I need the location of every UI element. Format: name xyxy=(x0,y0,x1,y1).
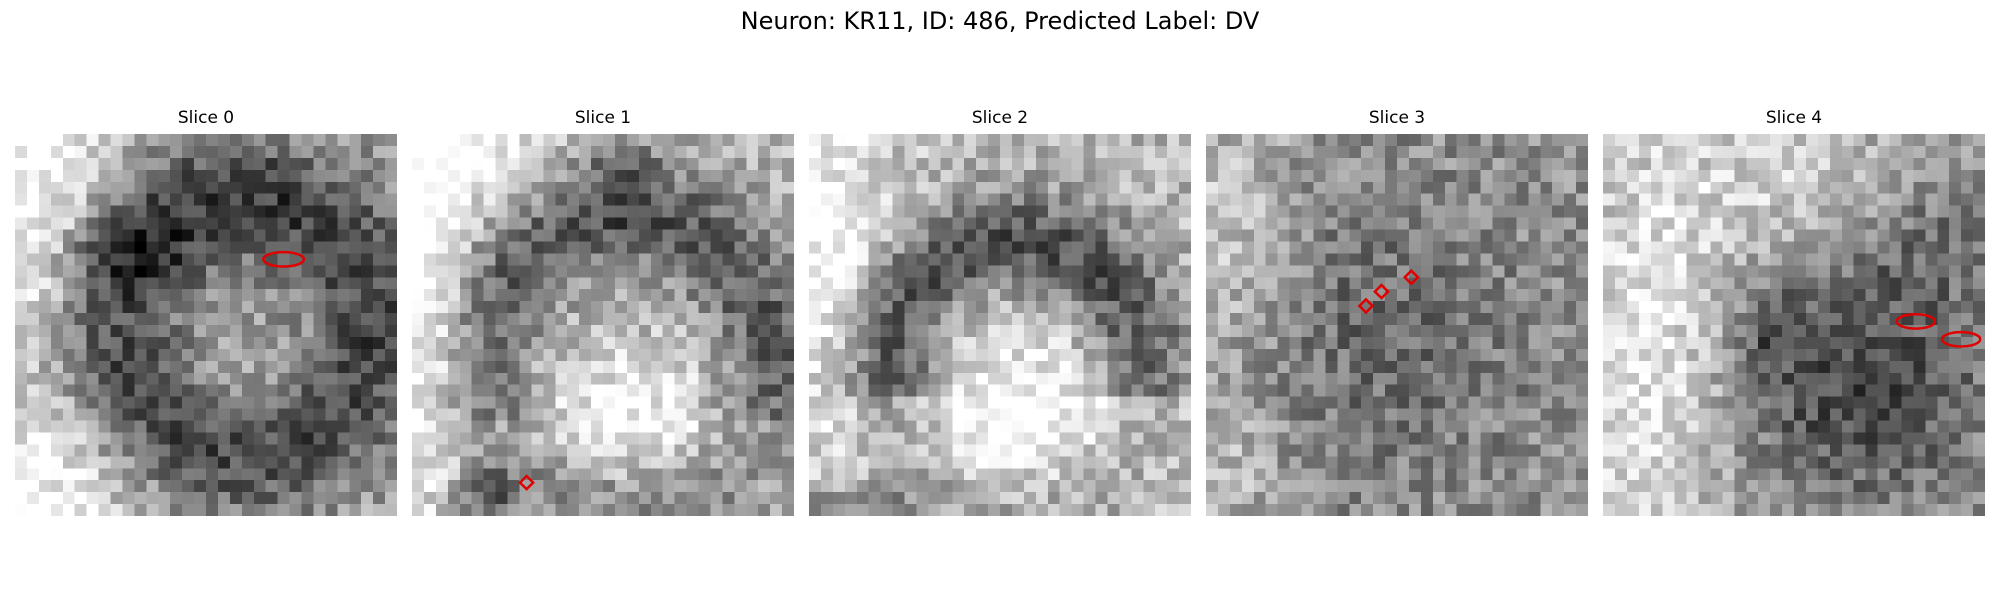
slice-image xyxy=(15,134,397,516)
slice-image xyxy=(1603,134,1985,516)
roi-diamond-marker xyxy=(518,474,535,491)
roi-diamond-marker xyxy=(1402,268,1420,286)
slice-pixel-grid xyxy=(1603,134,1985,516)
panel-title: Slice 1 xyxy=(574,108,632,128)
panel-slice-0: Slice 0 xyxy=(15,108,397,516)
pixel-layer xyxy=(1206,134,1588,516)
roi-diamond-marker xyxy=(1373,283,1390,300)
roi-ellipse-marker xyxy=(1895,312,1937,330)
pixel-layer xyxy=(412,134,794,516)
panel-slice-3: Slice 3 xyxy=(1206,108,1588,516)
panel-slice-4: Slice 4 xyxy=(1603,108,1985,516)
slice-image xyxy=(809,134,1191,516)
roi-ellipse-marker xyxy=(262,250,306,268)
pixel-layer xyxy=(809,134,1191,516)
slice-pixel-grid xyxy=(1206,134,1588,516)
panel-title: Slice 0 xyxy=(177,108,235,128)
slice-pixel-grid xyxy=(15,134,397,516)
panel-slice-1: Slice 1 xyxy=(412,108,794,516)
roi-ellipse-marker xyxy=(1940,330,1982,348)
pixel-layer xyxy=(15,134,397,516)
panel-title: Slice 2 xyxy=(971,108,1029,128)
panel-title: Slice 3 xyxy=(1368,108,1426,128)
panel-slice-2: Slice 2 xyxy=(809,108,1191,516)
slice-pixel-grid xyxy=(412,134,794,516)
slice-image xyxy=(412,134,794,516)
slice-pixel-grid xyxy=(809,134,1191,516)
panel-title: Slice 4 xyxy=(1765,108,1823,128)
pixel-layer xyxy=(1603,134,1985,516)
slice-image xyxy=(1206,134,1588,516)
roi-diamond-marker xyxy=(1357,297,1375,315)
figure-title: Neuron: KR11, ID: 486, Predicted Label: … xyxy=(740,7,1260,35)
